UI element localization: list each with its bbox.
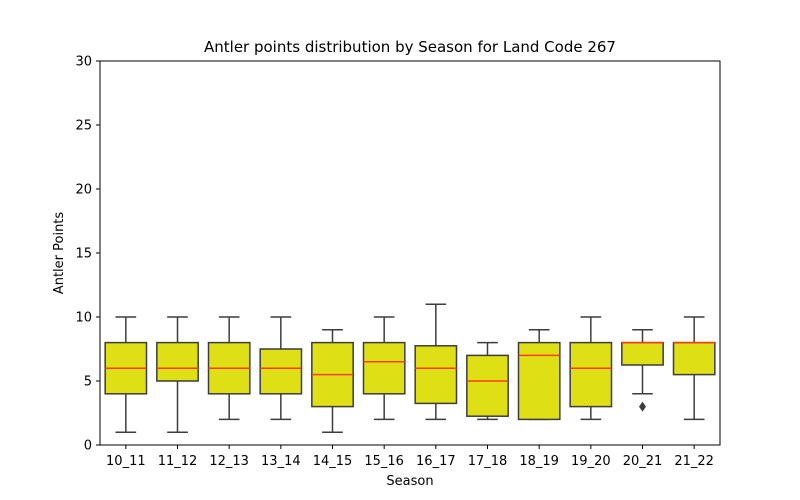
box-12_13 bbox=[207, 316, 251, 421]
y-tick-label: 0 bbox=[84, 439, 92, 454]
box-10_11 bbox=[104, 316, 148, 433]
box-iqr bbox=[466, 354, 509, 417]
chart-title: Antler points distribution by Season for… bbox=[204, 38, 616, 56]
box-11_12 bbox=[156, 316, 199, 433]
y-tick-label: 20 bbox=[75, 183, 92, 198]
box-20_21 bbox=[621, 329, 664, 412]
box-iqr bbox=[362, 341, 406, 395]
y-axis: 0 5 10 15 20 25 30 bbox=[75, 55, 100, 454]
x-tick-label: 19_20 bbox=[571, 454, 611, 469]
plot-frame bbox=[99, 60, 721, 446]
box-15_16 bbox=[362, 316, 406, 421]
box-iqr bbox=[414, 345, 458, 405]
box-16_17 bbox=[414, 303, 458, 421]
box-iqr bbox=[621, 341, 664, 366]
box-17_18 bbox=[466, 341, 509, 421]
box-iqr bbox=[259, 348, 303, 395]
x-tick-label: 12_13 bbox=[209, 454, 249, 469]
x-tick-label: 13_14 bbox=[261, 454, 301, 469]
box-18_19 bbox=[517, 329, 561, 421]
x-tick-label: 20_21 bbox=[623, 454, 663, 469]
box-iqr bbox=[517, 341, 561, 421]
x-axis: 10_11 11_12 12_13 13_14 14_15 15_16 16_17 17_18… bbox=[106, 445, 714, 469]
outlier-point bbox=[639, 401, 646, 412]
x-tick-label: 15_16 bbox=[364, 454, 404, 469]
y-tick-label: 10 bbox=[75, 311, 92, 326]
x-tick-label: 11_12 bbox=[158, 454, 198, 469]
box-14_15 bbox=[311, 329, 354, 433]
x-tick-label: 10_11 bbox=[106, 454, 146, 469]
box-21_22 bbox=[672, 316, 716, 421]
box-iqr bbox=[672, 341, 716, 376]
x-tick-label: 14_15 bbox=[313, 454, 353, 469]
y-tick-label: 25 bbox=[75, 119, 92, 134]
y-tick-label: 30 bbox=[75, 55, 92, 70]
x-tick-label: 21_22 bbox=[674, 454, 714, 469]
box-iqr bbox=[569, 341, 613, 408]
x-axis-label: Season bbox=[386, 474, 433, 489]
y-tick-label: 5 bbox=[84, 375, 92, 390]
x-tick-label: 17_18 bbox=[468, 454, 508, 469]
box-13_14 bbox=[259, 316, 303, 421]
box-19_20 bbox=[569, 316, 613, 421]
box-iqr bbox=[156, 341, 199, 382]
y-axis-label: Antler Points bbox=[52, 212, 67, 295]
y-tick-label: 15 bbox=[75, 247, 92, 262]
boxes-layer bbox=[104, 303, 716, 433]
x-tick-label: 18_19 bbox=[519, 454, 559, 469]
x-tick-label: 16_17 bbox=[416, 454, 456, 469]
